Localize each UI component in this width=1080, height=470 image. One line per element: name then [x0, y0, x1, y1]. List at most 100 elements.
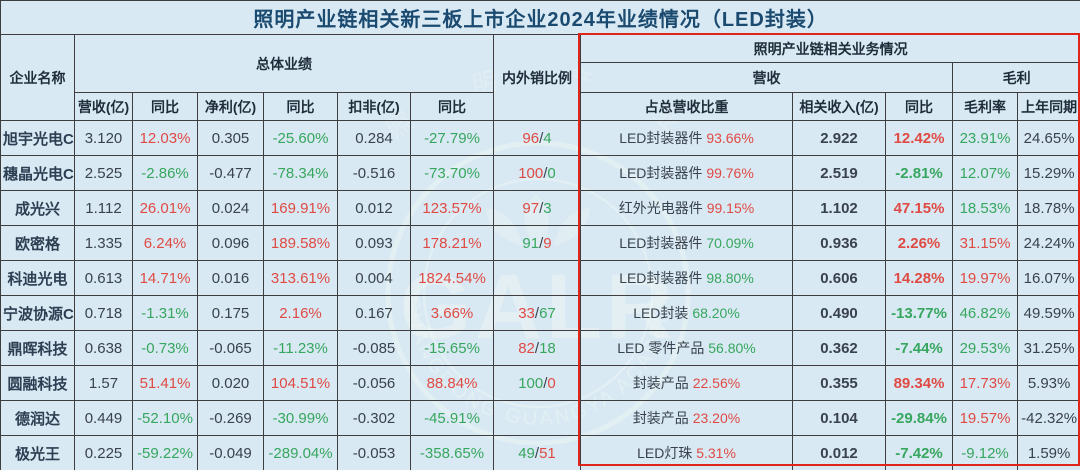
gross-margin-cell: 19.57% — [952, 400, 1018, 436]
header-net-profit: 净利(亿) — [197, 92, 264, 121]
company-name-cell: 旭宇光电C — [0, 120, 75, 156]
table-row: 鼎晖科技 0.638 -0.73% -0.065 -11.23% -0.085 -15.65… — [0, 330, 1080, 366]
net-profit-yoy-cell: 104.51% — [263, 365, 338, 401]
non-recurring-cell: 0.284 — [337, 120, 411, 156]
net-profit-yoy-cell: 313.61% — [263, 260, 338, 296]
non-recurring-yoy-cell: -15.65% — [410, 330, 494, 366]
header-related-income: 相关收入(亿) — [792, 92, 886, 121]
table-body: 旭宇光电C 3.120 12.03% 0.305 -25.60% 0.284 -27.79%… — [0, 120, 1080, 470]
non-recurring-cell: 0.012 — [337, 190, 411, 226]
gross-margin-cell: 31.15% — [952, 225, 1018, 261]
prev-year-margin-cell: 1.59% — [1016, 435, 1080, 470]
gross-margin-cell: 23.91% — [952, 120, 1018, 156]
business-share-cell: LED封装器件 93.66% — [580, 120, 793, 156]
related-yoy-cell: 14.28% — [885, 260, 953, 296]
table-row: 圆融科技 1.57 51.41% 0.020 104.51% -0.056 88.84% 10… — [0, 365, 1080, 401]
title-row: 照明产业链相关新三板上市企业2024年业绩情况（LED封装） — [0, 0, 1080, 35]
non-recurring-cell: -0.516 — [337, 155, 411, 191]
gross-margin-cell: -9.12% — [952, 435, 1018, 470]
domestic-export-ratio-cell: 100/0 — [493, 155, 581, 191]
non-recurring-yoy-cell: -27.79% — [410, 120, 494, 156]
net-profit-yoy-cell: -11.23% — [263, 330, 338, 366]
revenue-yoy-cell: -52.10% — [132, 400, 198, 436]
net-profit-yoy-cell: -289.04% — [263, 435, 338, 470]
table-row: 旭宇光电C 3.120 12.03% 0.305 -25.60% 0.284 -27.79%… — [0, 120, 1080, 156]
net-profit-yoy-cell: -25.60% — [263, 120, 338, 156]
company-name-cell: 穗晶光电C — [0, 155, 75, 191]
header-related-yoy: 同比 — [885, 92, 953, 121]
revenue-cell: 3.120 — [74, 120, 133, 156]
prev-year-margin-cell: 16.07% — [1016, 260, 1080, 296]
non-recurring-yoy-cell: -45.91% — [410, 400, 494, 436]
business-share-cell: 封装产品 22.56% — [580, 365, 793, 401]
domestic-export-ratio-cell: 82/18 — [493, 330, 581, 366]
net-profit-cell: 0.305 — [197, 120, 264, 156]
related-income-cell: 0.355 — [792, 365, 886, 401]
related-income-cell: 0.362 — [792, 330, 886, 366]
non-recurring-yoy-cell: -358.65% — [410, 435, 494, 470]
non-recurring-cell: 0.004 — [337, 260, 411, 296]
revenue-yoy-cell: 51.41% — [132, 365, 198, 401]
gross-margin-cell: 29.53% — [952, 330, 1018, 366]
header-revenue-yoy: 同比 — [132, 92, 198, 121]
related-income-cell: 1.102 — [792, 190, 886, 226]
net-profit-yoy-cell: -78.34% — [263, 155, 338, 191]
non-recurring-yoy-cell: 88.84% — [410, 365, 494, 401]
business-share-cell: LED封装器件 98.80% — [580, 260, 793, 296]
table-row: 德润达 0.449 -52.10% -0.269 -30.99% -0.302 -45.91… — [0, 400, 1080, 436]
table-row: 穗晶光电C 2.525 -2.86% -0.477 -78.34% -0.516 -73.7… — [0, 155, 1080, 191]
prev-year-margin-cell: -42.32% — [1016, 400, 1080, 436]
non-recurring-yoy-cell: -73.70% — [410, 155, 494, 191]
revenue-yoy-cell: -59.22% — [132, 435, 198, 470]
net-profit-cell: -0.269 — [197, 400, 264, 436]
revenue-cell: 1.335 — [74, 225, 133, 261]
non-recurring-yoy-cell: 1824.54% — [410, 260, 494, 296]
revenue-yoy-cell: 12.03% — [132, 120, 198, 156]
revenue-cell: 1.57 — [74, 365, 133, 401]
related-income-cell: 0.490 — [792, 295, 886, 331]
header-non-recurring-yoy: 同比 — [410, 92, 494, 121]
business-share-cell: 红外光电器件 99.15% — [580, 190, 793, 226]
header-company: 企业名称 — [0, 34, 75, 121]
table-row: 极光王 0.225 -59.22% -0.049 -289.04% -0.053 -358.… — [0, 435, 1080, 470]
domestic-export-ratio-cell — [493, 260, 581, 296]
revenue-yoy-cell: 14.71% — [132, 260, 198, 296]
gross-margin-cell: 19.97% — [952, 260, 1018, 296]
revenue-cell: 2.525 — [74, 155, 133, 191]
related-yoy-cell: 2.26% — [885, 225, 953, 261]
gross-margin-cell: 18.53% — [952, 190, 1018, 226]
company-name-cell: 极光王 — [0, 435, 75, 470]
business-share-cell: LED封装 68.20% — [580, 295, 793, 331]
related-yoy-cell: 12.42% — [885, 120, 953, 156]
prev-year-margin-cell: 24.65% — [1016, 120, 1080, 156]
related-income-cell: 2.519 — [792, 155, 886, 191]
company-name-cell: 成光兴 — [0, 190, 75, 226]
net-profit-cell: 0.175 — [197, 295, 264, 331]
net-profit-cell: 0.020 — [197, 365, 264, 401]
revenue-yoy-cell: -2.86% — [132, 155, 198, 191]
non-recurring-yoy-cell: 123.57% — [410, 190, 494, 226]
header-gross-group: 毛利 — [951, 62, 1080, 93]
header-gross-margin: 毛利率 — [952, 92, 1018, 121]
revenue-cell: 0.718 — [74, 295, 133, 331]
related-yoy-cell: -29.84% — [885, 400, 953, 436]
table-row: 宁波协源C 0.718 -1.31% 0.175 2.16% 0.167 3.66% 33/6… — [0, 295, 1080, 331]
header-row-groups: 企业名称 总体业绩 内外销比例 照明产业链相关业务情况 — [0, 34, 1080, 121]
header-revenue-group: 营收 — [580, 62, 953, 93]
company-name-cell: 欧密格 — [0, 225, 75, 261]
prev-year-margin-cell: 5.93% — [1016, 365, 1080, 401]
header-non-recurring: 扣非(亿) — [337, 92, 411, 121]
company-name-cell: 德润达 — [0, 400, 75, 436]
business-share-cell: LED封装器件 99.76% — [580, 155, 793, 191]
non-recurring-yoy-cell: 178.21% — [410, 225, 494, 261]
net-profit-cell: 0.016 — [197, 260, 264, 296]
non-recurring-cell: -0.056 — [337, 365, 411, 401]
related-income-cell: 0.012 — [792, 435, 886, 470]
header-net-profit-yoy: 同比 — [263, 92, 338, 121]
gross-margin-cell: 12.07% — [952, 155, 1018, 191]
revenue-cell: 0.225 — [74, 435, 133, 470]
prev-year-margin-cell: 49.59% — [1016, 295, 1080, 331]
header-row-columns: 营收(亿) 同比 净利(亿) 同比 扣非(亿) 同比 占总营收比重 相关收入(亿… — [1, 92, 1080, 121]
domestic-export-ratio-cell: 49/51 — [493, 435, 581, 470]
